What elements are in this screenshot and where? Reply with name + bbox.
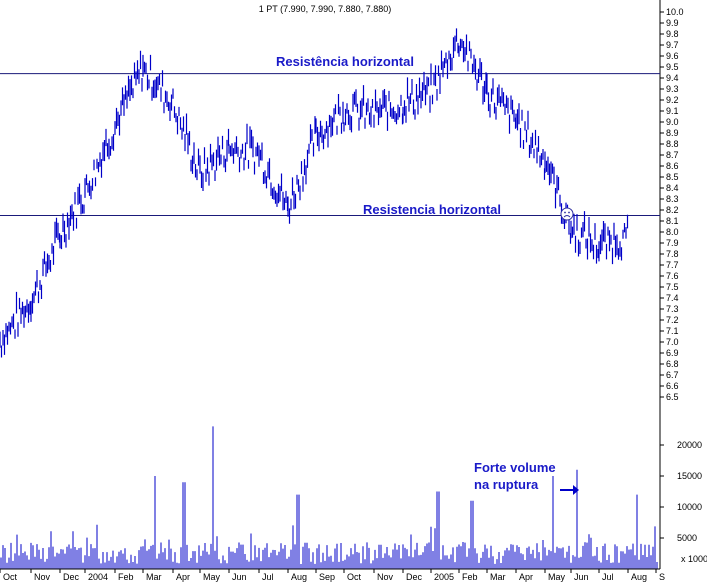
x-axis-label: S <box>659 572 665 582</box>
price-y-tick-label: 6.9 <box>666 348 679 358</box>
x-axis-label: Feb <box>462 572 478 582</box>
x-axis-label: Dec <box>406 572 423 582</box>
price-y-tick-label: 7.2 <box>666 315 679 325</box>
price-y-tick-label: 7.1 <box>666 326 679 336</box>
price-y-tick-label: 7.4 <box>666 293 679 303</box>
x-axis-label: May <box>548 572 566 582</box>
price-y-tick-label: 7.9 <box>666 238 679 248</box>
price-y-tick-label: 9.7 <box>666 40 679 50</box>
price-y-tick-label: 9.9 <box>666 18 679 28</box>
price-y-tick-label: 7.0 <box>666 337 679 347</box>
resistance-label-upper: Resistência horizontal <box>276 54 414 69</box>
price-series-line <box>0 28 629 358</box>
volume-annotation-line2: na ruptura <box>474 477 539 492</box>
price-y-tick-label: 10.0 <box>666 7 684 17</box>
price-y-tick-label: 6.6 <box>666 381 679 391</box>
x-axis-label: Aug <box>631 572 647 582</box>
price-y-tick-label: 7.5 <box>666 282 679 292</box>
volume-annotation-line1: Forte volume <box>474 460 556 475</box>
price-y-tick-label: 7.6 <box>666 271 679 281</box>
chart-title: 1 PT (7.990, 7.990, 7.880, 7.880) <box>259 4 391 14</box>
x-axis-label: Aug <box>291 572 307 582</box>
x-axis-label: Feb <box>118 572 134 582</box>
annotations: Resistência horizontal Resistencia horiz… <box>276 54 501 217</box>
x-axis-labels: Oct Nov Dec 2004 Feb Mar Apr May Jun Jul Aug Sep Oct… <box>0 569 665 582</box>
price-y-tick-label: 7.3 <box>666 304 679 314</box>
x-axis-label: Mar <box>490 572 506 582</box>
x-axis-label: Oct <box>3 572 18 582</box>
x-axis-label: 2004 <box>88 572 108 582</box>
price-y-tick-label: 8.3 <box>666 194 679 204</box>
price-y-tick-label: 6.5 <box>666 392 679 402</box>
x-axis-label: Oct <box>347 572 362 582</box>
x-axis-label: Dec <box>63 572 80 582</box>
arrow-right-icon <box>560 485 579 495</box>
volume-y-tick-label: 10000 <box>677 502 702 512</box>
price-y-ticks: 10.09.99.89.79.69.59.49.39.29.19.08.98.8… <box>660 7 684 402</box>
x-axis: Oct Nov Dec 2004 Feb Mar Apr May Jun Jul Aug Sep Oct… <box>0 568 665 582</box>
x-axis-label: Jul <box>602 572 614 582</box>
price-y-tick-label: 9.1 <box>666 106 679 116</box>
price-y-tick-label: 8.4 <box>666 183 679 193</box>
resistance-lines <box>0 73 660 216</box>
price-y-tick-label: 8.6 <box>666 161 679 171</box>
x-axis-label: Nov <box>34 572 51 582</box>
volume-unit-label: x 1000 <box>681 554 707 564</box>
x-axis-label: Jul <box>262 572 274 582</box>
price-y-tick-label: 6.7 <box>666 370 679 380</box>
x-axis-label: May <box>203 572 221 582</box>
price-y-tick-label: 8.5 <box>666 172 679 182</box>
x-axis-label: Sep <box>319 572 335 582</box>
price-y-tick-label: 9.0 <box>666 117 679 127</box>
price-y-tick-label: 9.2 <box>666 95 679 105</box>
price-y-tick-label: 7.8 <box>666 249 679 259</box>
price-y-tick-label: 9.8 <box>666 29 679 39</box>
price-y-tick-label: 9.3 <box>666 84 679 94</box>
x-axis-label: Jun <box>232 572 247 582</box>
price-y-tick-label: 6.8 <box>666 359 679 369</box>
price-y-tick-label: 8.8 <box>666 139 679 149</box>
x-axis-label: Nov <box>377 572 394 582</box>
price-panel: 10.09.99.89.79.69.59.49.39.29.19.08.98.8… <box>0 0 684 569</box>
volume-y-tick-label: 5000 <box>677 533 697 543</box>
volume-bars <box>0 426 658 569</box>
price-y-tick-label: 8.1 <box>666 216 679 226</box>
volume-y-tick-label: 20000 <box>677 440 702 450</box>
resistance-label-lower: Resistencia horizontal <box>363 202 501 217</box>
volume-y-ticks: 20000 15000 10000 5000 <box>660 440 702 543</box>
x-axis-label: Apr <box>519 572 533 582</box>
price-y-tick-label: 8.2 <box>666 205 679 215</box>
price-y-tick-label: 8.9 <box>666 128 679 138</box>
volume-y-tick-label: 15000 <box>677 471 702 481</box>
price-y-tick-label: 9.5 <box>666 62 679 72</box>
x-axis-label: Apr <box>176 572 190 582</box>
x-axis-label: Mar <box>146 572 162 582</box>
price-y-tick-label: 8.7 <box>666 150 679 160</box>
frown-face-icon <box>560 207 574 221</box>
price-y-tick-label: 7.7 <box>666 260 679 270</box>
price-y-tick-label: 9.4 <box>666 73 679 83</box>
x-axis-label: Jun <box>574 572 589 582</box>
price-y-tick-label: 8.0 <box>666 227 679 237</box>
x-axis-label: 2005 <box>434 572 454 582</box>
price-y-tick-label: 9.6 <box>666 51 679 61</box>
